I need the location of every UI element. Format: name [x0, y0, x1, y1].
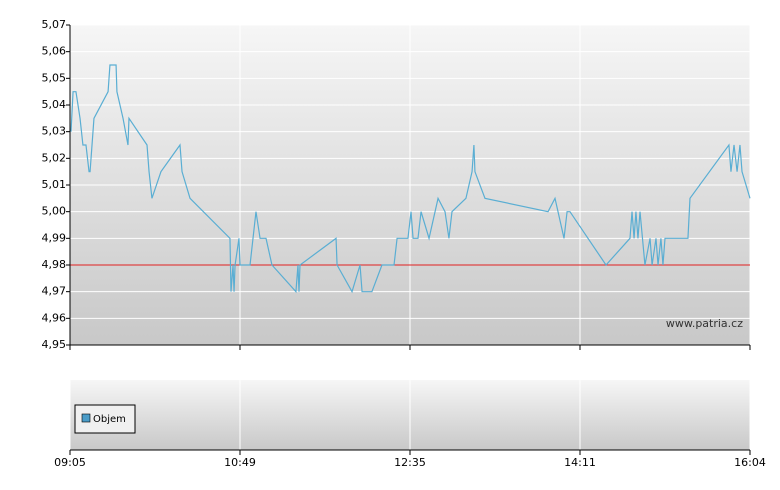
y-tick-label: 5,06 — [42, 45, 67, 58]
y-tick-label: 4,96 — [42, 311, 67, 324]
y-tick-label: 5,04 — [42, 98, 67, 111]
y-tick-label: 5,01 — [42, 178, 67, 191]
x-tick-label: 12:35 — [394, 456, 426, 469]
x-tick-label: 14:11 — [564, 456, 596, 469]
y-tick-label: 5,02 — [42, 151, 67, 164]
y-tick-label: 5,05 — [42, 71, 67, 84]
legend-label: Objem — [93, 414, 126, 425]
legend-swatch — [81, 413, 91, 423]
x-tick-label: 16:04 — [734, 456, 766, 469]
x-tick-label: 09:05 — [54, 456, 86, 469]
x-tick-label: 10:49 — [224, 456, 256, 469]
y-tick-label: 5,03 — [42, 125, 67, 138]
y-tick-label: 5,00 — [42, 205, 67, 218]
y-tick-label: 4,99 — [42, 231, 67, 244]
y-tick-label: 5,07 — [42, 18, 67, 31]
y-tick-label: 4,98 — [42, 258, 67, 271]
watermark: www.patria.cz — [666, 317, 743, 330]
y-tick-label: 4,95 — [42, 338, 67, 351]
price-line — [70, 64, 751, 294]
y-tick-label: 4,97 — [42, 285, 67, 298]
legend: Objem — [74, 404, 136, 434]
